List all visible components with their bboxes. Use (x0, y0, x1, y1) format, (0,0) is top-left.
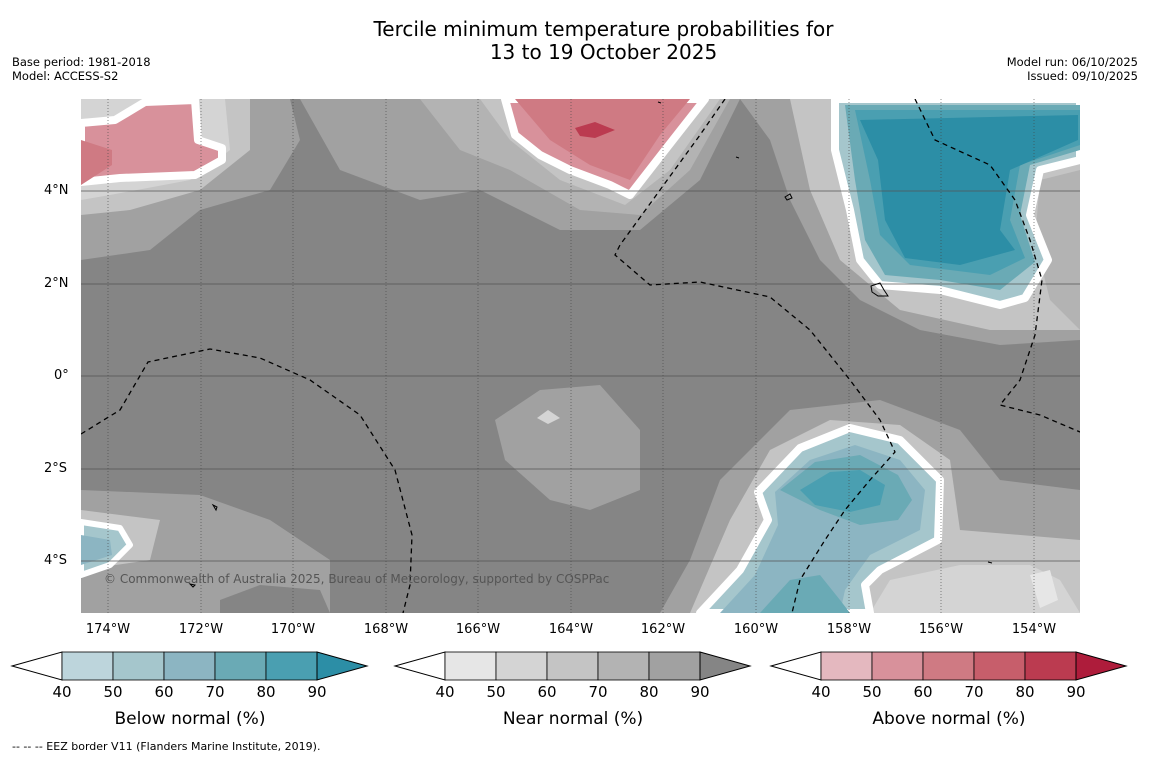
colorbar-near-swatch (444, 651, 497, 681)
cb-near-tick: 50 (486, 683, 506, 701)
cb-near-tick: 40 (435, 683, 455, 701)
x-tick-172w: 172°W (178, 622, 224, 637)
x-tick-174w: 174°W (85, 622, 131, 637)
x-tick-166w: 166°W (455, 622, 501, 637)
colorbar-above-min-arrow (769, 651, 822, 681)
title-line-2: 13 to 19 October 2025 (489, 40, 718, 64)
cb-below-tick: 40 (52, 683, 72, 701)
colorbar-near-swatches (444, 651, 701, 681)
cb-below-tick: 60 (154, 683, 174, 701)
colorbar-above-label: Above normal (%) (872, 709, 1026, 729)
y-tick-4s: 4°S (44, 553, 68, 568)
eez-footnote: -- -- -- EEZ border V11 (Flanders Marine… (12, 740, 321, 753)
colorbar-below-min-arrow (10, 651, 63, 681)
cb-below-tick: 90 (307, 683, 327, 701)
colorbar-below-swatch (214, 651, 267, 681)
x-tick-162w: 162°W (640, 622, 686, 637)
colorbar-below-swatch (61, 651, 114, 681)
cb-above-tick: 50 (862, 683, 882, 701)
copyright-notice: © Commonwealth of Australia 2025, Bureau… (104, 572, 610, 586)
meta-left: Base period: 1981-2018 Model: ACCESS-S2 (12, 55, 151, 83)
x-tick-168w: 168°W (363, 622, 409, 637)
colorbar-near-min-arrow (393, 651, 446, 681)
gridlines (81, 190, 1080, 562)
colorbar-near-swatch (648, 651, 701, 681)
y-tick-4n: 4°N (44, 183, 69, 198)
islands (188, 101, 993, 588)
cb-below-tick: 80 (256, 683, 276, 701)
x-tick-170w: 170°W (270, 622, 316, 637)
x-tick-156w: 156°W (918, 622, 964, 637)
colorbar-near-max-arrow (699, 651, 752, 681)
title-line-1: Tercile minimum temperature probabilitie… (373, 17, 834, 41)
colorbar-above (769, 651, 1128, 681)
colorbar-near (393, 651, 752, 681)
cb-near-tick: 60 (537, 683, 557, 701)
below-normal-regions (81, 99, 1080, 613)
x-tick-154w: 154°W (1011, 622, 1057, 637)
model-name: Model: ACCESS-S2 (12, 69, 119, 83)
y-tick-2s: 2°S (44, 461, 68, 476)
colorbar-below-swatches (61, 651, 318, 681)
colorbar-above-swatch (973, 651, 1026, 681)
x-tick-164w: 164°W (548, 622, 594, 637)
y-tick-0: 0° (54, 368, 69, 383)
colorbar-near-swatch (495, 651, 548, 681)
colorbar-above-swatch (820, 651, 873, 681)
x-tick-160w: 160°W (733, 622, 779, 637)
above-normal-regions (81, 99, 709, 199)
cb-near-tick: 80 (639, 683, 659, 701)
colorbar-above-swatch (871, 651, 924, 681)
cb-above-tick: 90 (1066, 683, 1086, 701)
colorbar-below-label: Below normal (%) (114, 709, 266, 729)
colorbar-near-label: Near normal (%) (502, 709, 644, 729)
map-area (81, 99, 1080, 613)
model-run: Model run: 06/10/2025 (1006, 55, 1138, 69)
colorbar-below-swatch (112, 651, 165, 681)
cb-above-tick: 70 (964, 683, 984, 701)
colorbar-below-swatch (163, 651, 216, 681)
colorbar-near-swatch (597, 651, 650, 681)
colorbar-above-swatch (922, 651, 975, 681)
chart-title: Tercile minimum temperature probabilitie… (0, 18, 1150, 64)
colorbar-below-max-arrow (316, 651, 369, 681)
cb-near-tick: 90 (690, 683, 710, 701)
cb-above-tick: 80 (1015, 683, 1035, 701)
cb-below-tick: 70 (205, 683, 225, 701)
colorbar-below-swatch (265, 651, 318, 681)
colorbar-near-swatch (546, 651, 599, 681)
base-period: Base period: 1981-2018 (12, 55, 151, 69)
colorbar-below (10, 651, 369, 681)
colorbar-above-max-arrow (1075, 651, 1128, 681)
cb-near-tick: 70 (588, 683, 608, 701)
eez-borders (81, 99, 1080, 613)
x-tick-158w: 158°W (826, 622, 872, 637)
issued-date: Issued: 09/10/2025 (1027, 69, 1138, 83)
cb-above-tick: 40 (811, 683, 831, 701)
colorbar-above-swatches (820, 651, 1077, 681)
cb-below-tick: 50 (103, 683, 123, 701)
meta-right: Model run: 06/10/2025 Issued: 09/10/2025 (1007, 55, 1138, 83)
cb-above-tick: 60 (913, 683, 933, 701)
y-tick-2n: 2°N (44, 276, 69, 291)
colorbar-above-swatch (1024, 651, 1077, 681)
